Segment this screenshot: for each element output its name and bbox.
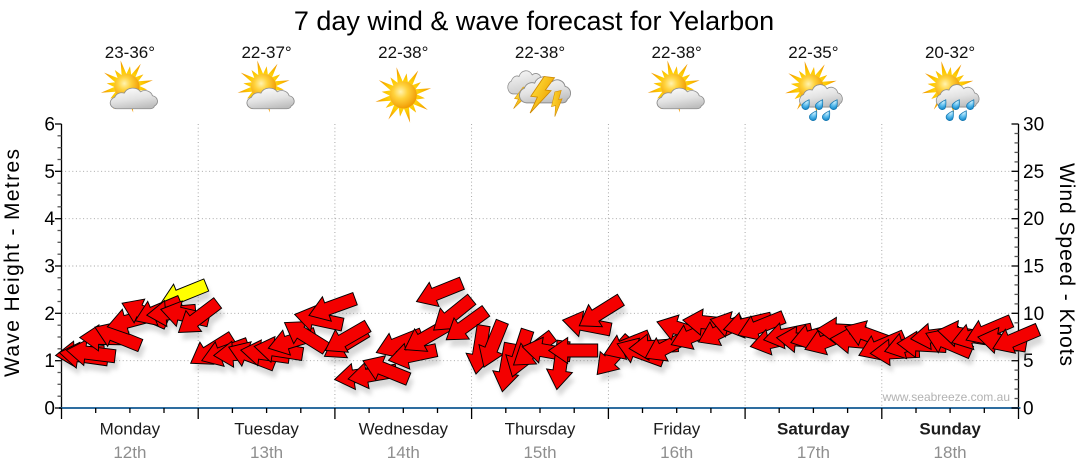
svg-text:10: 10	[1023, 304, 1044, 325]
svg-text:15: 15	[1023, 257, 1044, 278]
svg-text:17th: 17th	[797, 443, 830, 462]
svg-text:Wind Speed - Knots: Wind Speed - Knots	[1055, 163, 1078, 366]
svg-text:Tuesday: Tuesday	[234, 420, 299, 439]
svg-text:7 day wind & wave forecast for: 7 day wind & wave forecast for Yelarbon	[294, 6, 774, 36]
svg-text:18th: 18th	[934, 443, 967, 462]
svg-text:5: 5	[1023, 351, 1034, 372]
svg-text:www.seabreeze.com.au: www.seabreeze.com.au	[882, 390, 1010, 404]
svg-text:14th: 14th	[387, 443, 420, 462]
svg-text:12th: 12th	[113, 443, 146, 462]
svg-text:23-36°: 23-36°	[105, 43, 155, 62]
svg-text:Saturday: Saturday	[777, 420, 850, 439]
svg-text:3: 3	[44, 257, 55, 278]
svg-text:5: 5	[44, 162, 55, 183]
svg-text:25: 25	[1023, 162, 1044, 183]
svg-text:Wave Height - Metres: Wave Height - Metres	[1, 149, 24, 377]
svg-text:22-38°: 22-38°	[378, 43, 428, 62]
svg-text:20-32°: 20-32°	[925, 43, 975, 62]
svg-text:22-38°: 22-38°	[515, 43, 565, 62]
svg-text:22-38°: 22-38°	[652, 43, 702, 62]
svg-text:6: 6	[44, 115, 55, 136]
svg-text:20: 20	[1023, 209, 1044, 230]
svg-text:Friday: Friday	[653, 420, 701, 439]
svg-text:0: 0	[44, 399, 55, 420]
svg-text:Monday: Monday	[100, 420, 161, 439]
svg-text:13th: 13th	[250, 443, 283, 462]
svg-text:15th: 15th	[523, 443, 556, 462]
svg-text:30: 30	[1023, 115, 1044, 136]
svg-text:Sunday: Sunday	[919, 420, 981, 439]
svg-text:Thursday: Thursday	[505, 420, 576, 439]
svg-text:Wednesday: Wednesday	[359, 420, 449, 439]
svg-text:22-35°: 22-35°	[788, 43, 838, 62]
svg-text:16th: 16th	[660, 443, 693, 462]
svg-text:22-37°: 22-37°	[241, 43, 291, 62]
svg-text:2: 2	[44, 304, 55, 325]
svg-text:1: 1	[44, 351, 55, 372]
svg-text:0: 0	[1023, 399, 1034, 420]
svg-text:4: 4	[44, 209, 55, 230]
